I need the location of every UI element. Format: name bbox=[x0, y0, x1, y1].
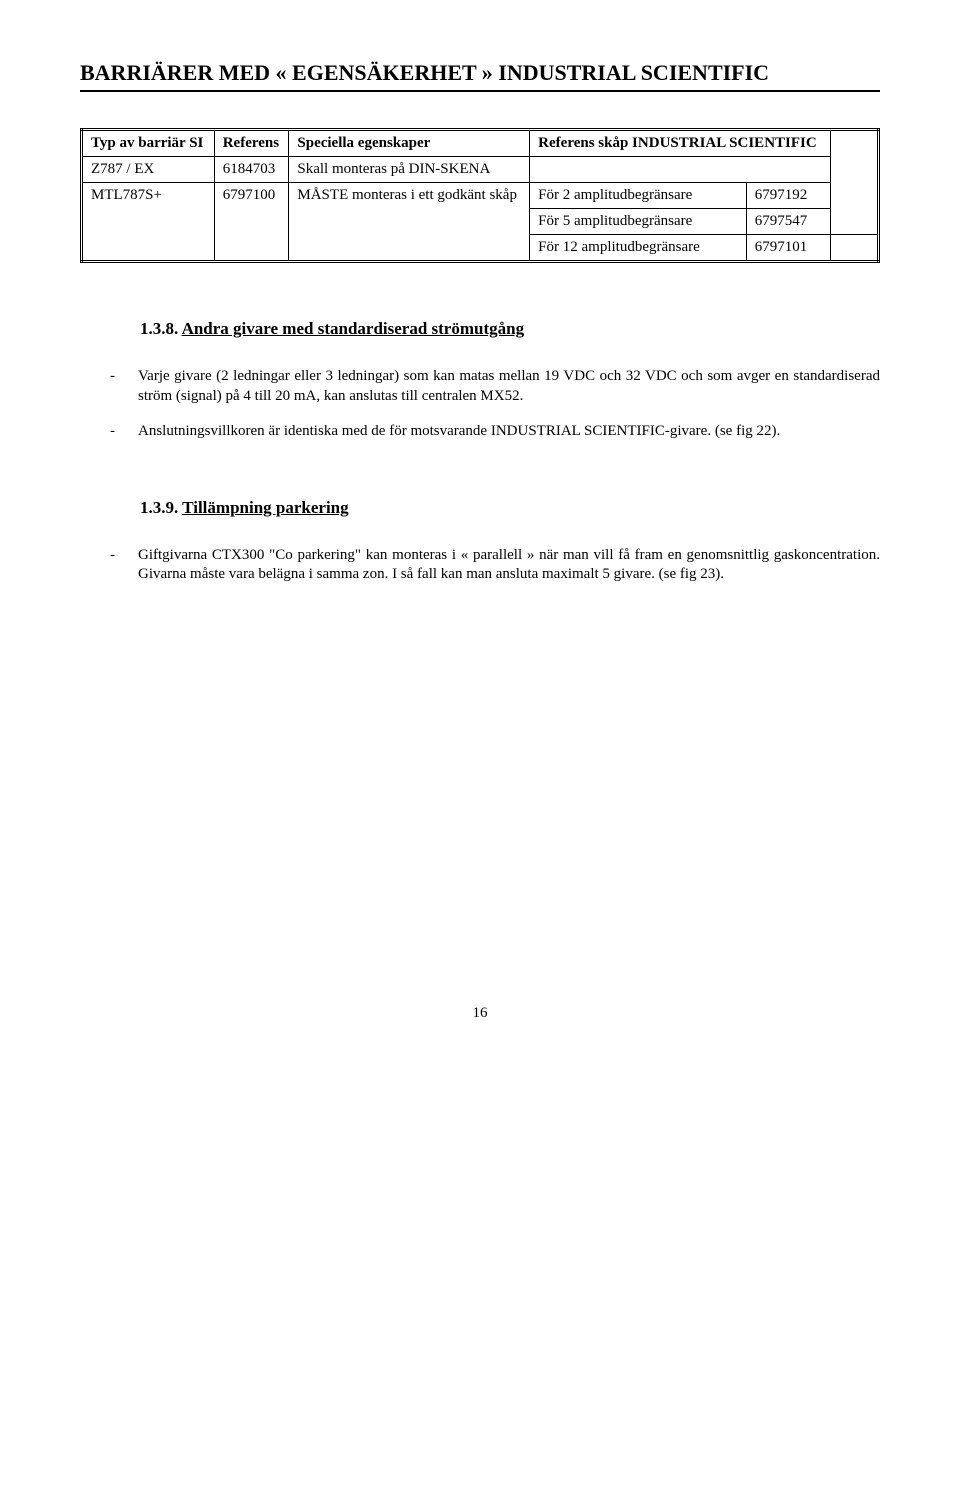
cell-r1c2: 6184703 bbox=[214, 157, 289, 183]
cell-r4c4a: För 12 amplitudbegränsare bbox=[530, 235, 747, 262]
cell-r1c3: Skall monteras på DIN-SKENA bbox=[289, 157, 530, 183]
th-type: Typ av barriär SI bbox=[82, 130, 215, 157]
cell-r3c4a: För 5 amplitudbegränsare bbox=[530, 209, 747, 235]
barrier-table: Typ av barriär SI Referens Speciella ege… bbox=[80, 128, 880, 263]
section-139-list: Giftgivarna CTX300 "Co parkering" kan mo… bbox=[80, 546, 880, 585]
cell-r4c4b: 6797101 bbox=[746, 235, 830, 262]
section-138-title: Andra givare med standardiserad strömutg… bbox=[182, 319, 525, 338]
cell-r2c1: MTL787S+ bbox=[82, 183, 215, 262]
cell-r2c4b: 6797192 bbox=[746, 183, 830, 209]
section-138-list: Varje givare (2 ledningar eller 3 lednin… bbox=[80, 367, 880, 442]
list-item: Varje givare (2 ledningar eller 3 lednin… bbox=[110, 367, 880, 406]
page-title: BARRIÄRER MED « EGENSÄKERHET » INDUSTRIA… bbox=[80, 60, 880, 92]
section-138-num: 1.3.8. bbox=[140, 319, 178, 338]
list-item: Anslutningsvillkoren är identiska med de… bbox=[110, 422, 880, 442]
page-number: 16 bbox=[80, 1005, 880, 1022]
section-139-num: 1.3.9. bbox=[140, 498, 178, 517]
cell-r1c1: Z787 / EX bbox=[82, 157, 215, 183]
cell-r3c4b: 6797547 bbox=[746, 209, 830, 235]
section-139-title: Tillämpning parkering bbox=[182, 498, 348, 517]
cell-r4-empty bbox=[831, 235, 879, 262]
section-138-heading: 1.3.8. Andra givare med standardiserad s… bbox=[80, 319, 880, 339]
th-ref: Referens bbox=[214, 130, 289, 157]
cell-r2c2: 6797100 bbox=[214, 183, 289, 262]
th-props: Speciella egenskaper bbox=[289, 130, 530, 157]
cell-r2c3: MÅSTE monteras i ett godkänt skåp bbox=[289, 183, 530, 262]
cell-r1c4 bbox=[530, 157, 831, 183]
section-139-heading: 1.3.9. Tillämpning parkering bbox=[80, 498, 880, 518]
cell-r2c4a: För 2 amplitudbegränsare bbox=[530, 183, 747, 209]
th-empty bbox=[831, 130, 879, 235]
list-item: Giftgivarna CTX300 "Co parkering" kan mo… bbox=[110, 546, 880, 585]
th-refskap: Referens skåp INDUSTRIAL SCIENTIFIC bbox=[530, 130, 831, 157]
